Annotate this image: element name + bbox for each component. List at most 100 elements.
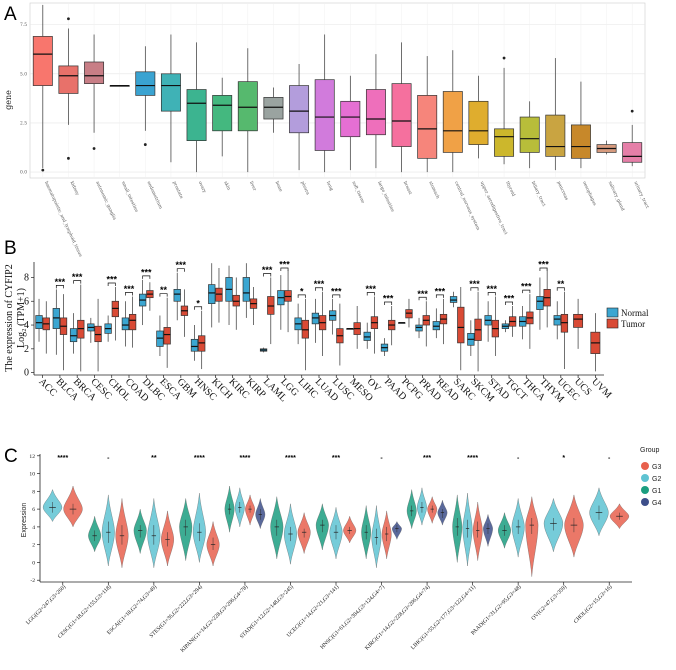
panel-b-sig-bracket xyxy=(194,306,203,310)
panel-a-box-14-box xyxy=(391,83,412,147)
panel-a-xtick-label: autonomic_ganglia xyxy=(94,181,116,222)
panel-b-sig-label: *** xyxy=(279,260,290,270)
panel-b-ylabel-line1: The expression of CYFIP2 xyxy=(4,264,15,372)
panel-a-box-11-box xyxy=(314,79,335,151)
panel-b-sig-bracket xyxy=(297,294,306,298)
panel-a-xtick-label: soft_tissue xyxy=(350,181,365,205)
panel-c-sig-label: * xyxy=(562,455,565,462)
panel-a-box-2-outlier xyxy=(92,147,96,150)
panel-a-box-16-box xyxy=(442,91,463,153)
panel-c-sig-label: **** xyxy=(57,455,68,462)
panel-a-xtick-label: lung xyxy=(325,181,334,192)
panel-a-xtick-label: stomach xyxy=(427,181,440,200)
panel-a-xtick-label: small_intestine xyxy=(120,181,139,214)
panel-b-sig-label: *** xyxy=(176,260,187,270)
panel-c-legend: Group G3 G2 G1 G4 xyxy=(640,447,661,507)
legend-tumor-swatch xyxy=(606,318,619,329)
panel-c-xtick-label: ESCA(G1=18,G2=74,G3=49) xyxy=(106,583,159,636)
panel-a-box-18-outlier xyxy=(502,56,506,60)
panel-b-sig-label: *** xyxy=(72,272,83,282)
panel-b-tumor-box-24-box xyxy=(457,306,465,344)
panel-b-sig-label: *** xyxy=(106,274,117,284)
panel-a-xtick-label: bone xyxy=(274,181,283,193)
panel-b-sig-bracket xyxy=(556,287,565,291)
panel-c-sig-label: **** xyxy=(467,455,478,462)
panel-a-box-6-box xyxy=(186,89,207,141)
panel-a-box-15-box xyxy=(417,95,438,159)
panel-a-xtick-label: ovary xyxy=(197,181,207,195)
panel-a-xtick-label: prostate xyxy=(171,181,184,200)
panel-b-sig-label: *** xyxy=(331,286,342,296)
panel-a-plot-area xyxy=(29,2,646,179)
panel-c-xtick-label: STES(G1=36,G2=222,G3=294) xyxy=(148,583,204,639)
panel-b-sig-label: *** xyxy=(417,289,428,299)
panel-b-sig-label: *** xyxy=(366,284,377,294)
panel-b-sig-label: *** xyxy=(124,284,135,294)
panel-b-ytick-label: 6 xyxy=(24,296,29,307)
panel-b-sig-label: *** xyxy=(262,265,273,275)
panel-c-xtick-label: CHOL(G2=15,G3=16) xyxy=(572,583,613,624)
panel-a-ytick-label: 7.5 xyxy=(20,23,27,28)
panel-b-sig-label: *** xyxy=(55,277,66,287)
panel-a-box-5-box xyxy=(160,73,181,112)
panel-b-sig-label: *** xyxy=(538,260,549,270)
panel-b-chart: 02468ACCBLCA***BRCA***CESCCHOL***COAD***… xyxy=(24,260,614,406)
panel-b-sig-label: *** xyxy=(141,267,152,277)
panel-c-ytick-label: 4 xyxy=(32,525,35,531)
panel-a-box-2-box xyxy=(84,61,105,84)
panel-c-label: C xyxy=(4,446,18,467)
panel-c-xtick-label: OV(G2=47,G3=359) xyxy=(530,583,568,621)
panel-b-sig-bracket xyxy=(332,294,341,298)
panel-b-tumor-box-5-box xyxy=(128,313,137,331)
panel-b-label: B xyxy=(4,238,17,259)
panel-b-sig-label: ** xyxy=(557,279,565,289)
panel-c-sig-label: ** xyxy=(151,455,157,462)
panel-c-sig-label: *** xyxy=(423,455,431,462)
panel-b-normal-box-8-box xyxy=(173,289,181,302)
panel-c-xtick-label: STAD(G1=12,G2=148,G3=245) xyxy=(238,583,295,640)
panel-a-box-7-box xyxy=(212,95,233,132)
panel-b-tumor-box-31-box xyxy=(573,313,584,328)
panel-a-box-23-outlier xyxy=(630,109,634,113)
panel-a-box-18-box xyxy=(494,128,515,157)
panel-b-normal-box-5-box xyxy=(121,317,130,331)
panel-c-sig-label: - xyxy=(380,455,383,462)
panel-a-box-0-outlier xyxy=(41,168,45,172)
panel-b-normal-box-12-box xyxy=(242,277,250,302)
panel-c-ylabel: Expression xyxy=(21,503,28,538)
legend-tumor-label: Tumor xyxy=(621,319,645,329)
panel-a-ytick-label: 0.0 xyxy=(20,171,27,176)
panel-a-box-19-box xyxy=(519,116,540,153)
panel-b-sig-bracket xyxy=(315,287,323,291)
panel-a-xtick-label: salivary_gland xyxy=(607,181,625,212)
panel-b-sig-bracket xyxy=(125,292,133,296)
legend-group-title: Group xyxy=(640,447,660,454)
panel-b-sig-label: *** xyxy=(486,284,497,294)
panel-a-xtick-label: central_nervous_system xyxy=(453,181,480,232)
panel-b-sig-label: *** xyxy=(314,279,325,289)
legend-g2-dot xyxy=(641,474,649,482)
panel-c-sig-label: **** xyxy=(285,455,296,462)
panel-b-sig-bracket xyxy=(107,282,116,286)
panel-c-xtick-label: PAAD(G1=31,G2=95,G3=48) xyxy=(470,583,523,636)
panel-b-ylabel-line2: Log₂ (TPM+1) xyxy=(16,288,27,348)
panel-a-box-21-box xyxy=(570,124,591,159)
legend-g1-dot xyxy=(641,486,649,494)
panel-b-sig-label: ** xyxy=(160,285,168,295)
panel-b-normal-box-29-box xyxy=(536,296,544,310)
panel-b-sig-bracket xyxy=(522,289,531,294)
panel-b-sig-bracket xyxy=(505,301,513,306)
panel-a-box-20-box xyxy=(545,114,566,157)
panel-c-ytick-label: 6 xyxy=(32,507,35,513)
panel-b-sig-label: * xyxy=(300,286,304,296)
panel-a-chart: 0.02.55.07.5haematopoietic_and_lymphoid_… xyxy=(20,3,649,258)
panel-b-sig-bracket xyxy=(487,292,496,296)
panel-a-xtick-label: oesophagus xyxy=(581,181,597,208)
panel-b-legend: Normal Tumor xyxy=(606,307,649,329)
panel-a-box-12-box xyxy=(340,100,361,138)
panel-b-sig-bracket xyxy=(280,267,289,271)
panel-b-sig-bracket xyxy=(366,292,375,296)
panel-b-sig-bracket xyxy=(418,296,427,301)
legend-g4-label: G4 xyxy=(652,500,661,507)
